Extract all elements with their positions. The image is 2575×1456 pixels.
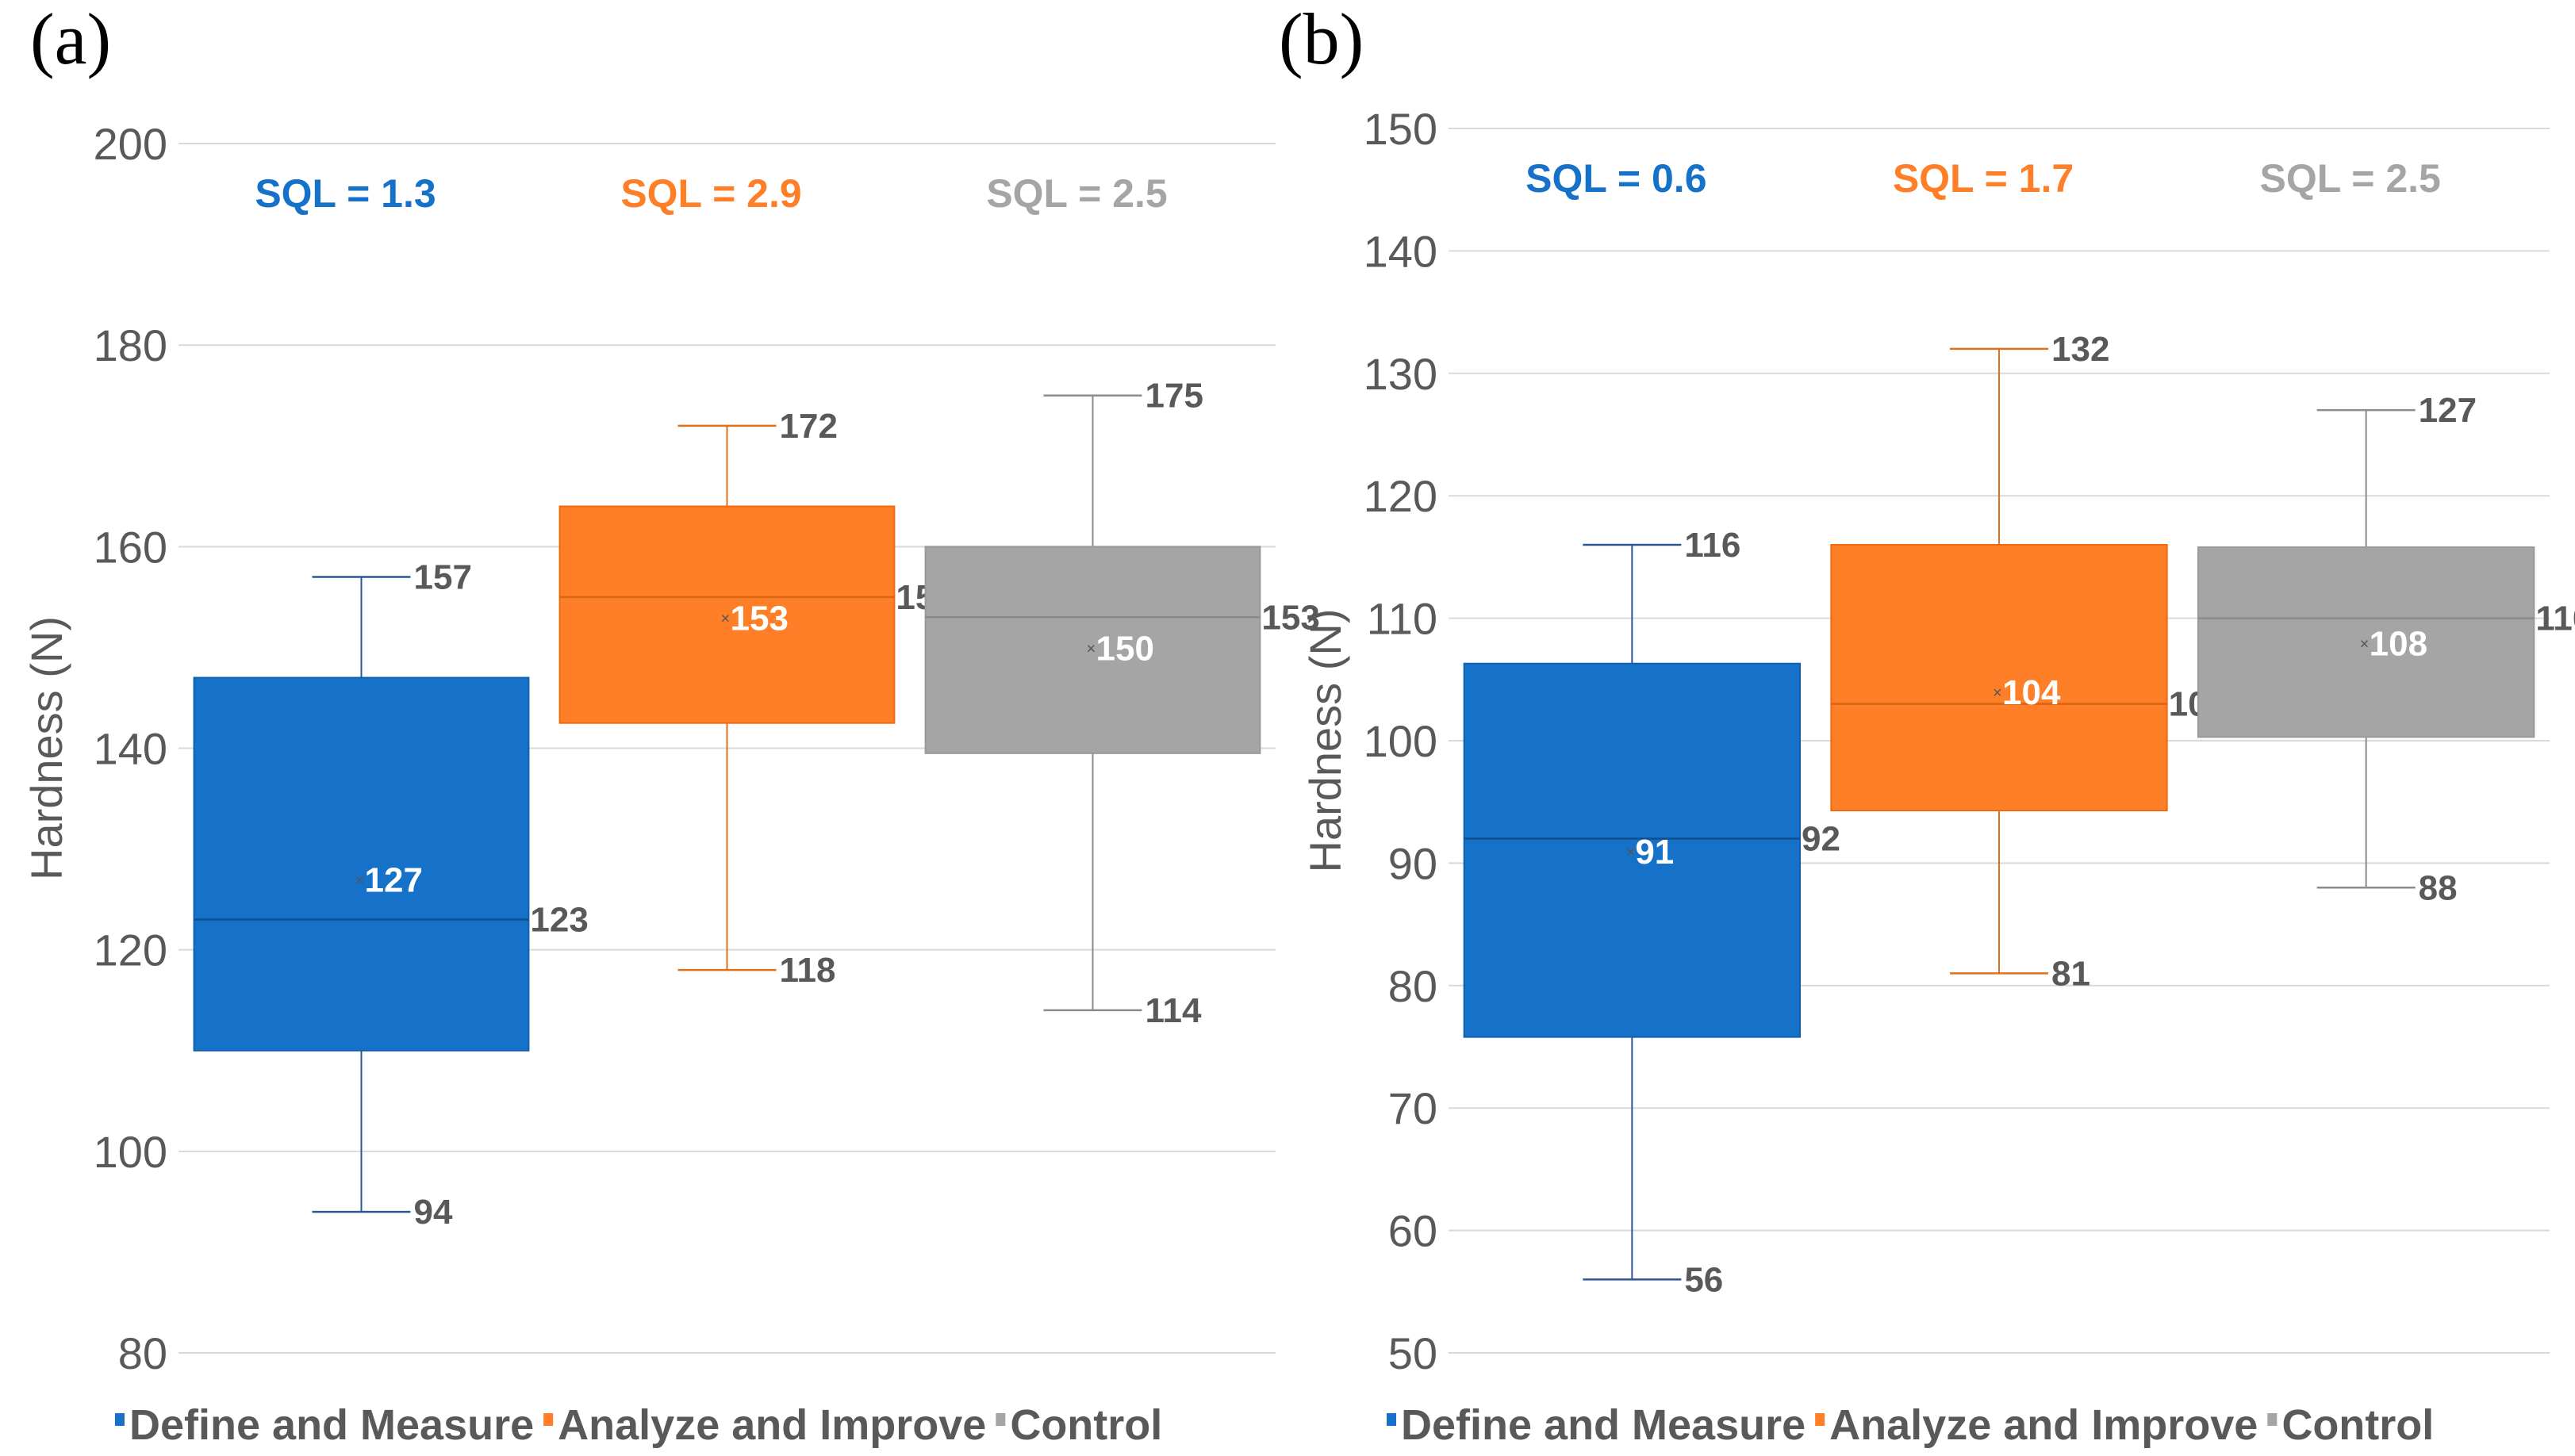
y-tick-label: 120 bbox=[1364, 471, 1437, 521]
mean-marker: × bbox=[721, 610, 731, 627]
legend-item: Analyze and Improve bbox=[1815, 1401, 2258, 1449]
y-tick-label: 100 bbox=[94, 1127, 167, 1177]
mean-marker: × bbox=[1993, 684, 2002, 702]
y-tick-label: 60 bbox=[1388, 1206, 1437, 1256]
mean-marker: × bbox=[1625, 844, 1635, 861]
mean-label: 104 bbox=[2002, 673, 2061, 712]
y-tick-label: 80 bbox=[118, 1328, 167, 1378]
chart-panel-b: (b) 50 60 70 80 90 100 110 120 130 140 150 Hardness … bbox=[1279, 0, 2575, 1449]
min-label: 114 bbox=[1146, 991, 1203, 1030]
legend-swatch bbox=[543, 1413, 554, 1426]
sql-label: SQL = 1.7 bbox=[1893, 156, 2074, 201]
median-label: 110 bbox=[2535, 600, 2575, 638]
iqr-box bbox=[924, 546, 1261, 754]
min-label: 88 bbox=[2419, 868, 2458, 907]
legend-swatch bbox=[1387, 1413, 1396, 1426]
iqr-box bbox=[558, 505, 896, 724]
iqr-box bbox=[1830, 543, 2168, 812]
legend-label: Control bbox=[2281, 1401, 2434, 1449]
sql-label: SQL = 2.9 bbox=[620, 171, 801, 216]
y-tick-label: 140 bbox=[1364, 226, 1437, 276]
mean-marker: × bbox=[1087, 640, 1096, 657]
y-tick-label: 200 bbox=[94, 119, 167, 169]
legend-label: Analyze and Improve bbox=[558, 1401, 986, 1449]
box-define-and-measure: SQL = 0.6 116 56 92 × 91 bbox=[1463, 156, 1840, 1299]
iqr-box bbox=[1463, 662, 1802, 1038]
median-label: 123 bbox=[530, 901, 588, 940]
max-label: 157 bbox=[414, 557, 472, 596]
legend-item: Define and Measure bbox=[115, 1401, 534, 1449]
box-define-and-measure: SQL = 1.3 157 94 123 × 127 bbox=[193, 171, 589, 1232]
legend-swatch bbox=[996, 1413, 1006, 1426]
y-tick-label: 120 bbox=[94, 925, 167, 975]
max-label: 116 bbox=[1684, 526, 1740, 565]
sql-label: SQL = 1.3 bbox=[255, 171, 436, 216]
legend-item: Analyze and Improve bbox=[543, 1401, 986, 1449]
legend-swatch bbox=[115, 1413, 125, 1426]
panel-label: (a) bbox=[30, 0, 111, 79]
mean-marker: × bbox=[355, 872, 365, 890]
min-label: 56 bbox=[1684, 1260, 1723, 1299]
legend-swatch bbox=[2267, 1413, 2278, 1426]
max-label: 127 bbox=[2419, 391, 2477, 430]
mean-label: 150 bbox=[1096, 629, 1154, 668]
y-tick-label: 80 bbox=[1388, 961, 1437, 1011]
sql-label: SQL = 2.5 bbox=[2259, 156, 2440, 201]
y-tick-label: 140 bbox=[94, 724, 167, 774]
legend-label: Define and Measure bbox=[129, 1401, 534, 1449]
min-label: 118 bbox=[780, 951, 836, 990]
mean-marker: × bbox=[2360, 635, 2370, 653]
iqr-box bbox=[2197, 546, 2535, 738]
min-label: 81 bbox=[2051, 954, 2090, 993]
y-tick-label: 130 bbox=[1364, 349, 1437, 399]
mean-label: 153 bbox=[731, 599, 789, 638]
y-tick-label: 70 bbox=[1388, 1083, 1437, 1133]
y-tick-label: 180 bbox=[94, 320, 167, 370]
box-control: SQL = 2.5 127 88 110 ×108 bbox=[2197, 156, 2575, 907]
y-axis-label: Hardness (N) bbox=[1300, 609, 1350, 873]
box-control: SQL = 2.5 175 114 153 × 150 bbox=[924, 171, 1320, 1030]
max-label: 172 bbox=[780, 407, 838, 446]
y-axis-label: Hardness (N) bbox=[21, 616, 71, 880]
median-label: 153 bbox=[1261, 598, 1319, 637]
legend-item: Control bbox=[996, 1401, 1162, 1449]
mean-label: 108 bbox=[2370, 624, 2427, 663]
min-label: 94 bbox=[414, 1193, 453, 1232]
legend-item: Control bbox=[2267, 1401, 2434, 1449]
sql-label: SQL = 0.6 bbox=[1525, 156, 1706, 201]
y-tick-label: 110 bbox=[1367, 594, 1437, 644]
max-label: 175 bbox=[1146, 377, 1203, 416]
y-tick-label: 160 bbox=[94, 522, 167, 572]
chart-panel-a: (a) 80 100 120 140 160 180 200 Hardness (N) SQL =… bbox=[21, 0, 1320, 1449]
legend-label: Analyze and Improve bbox=[1829, 1401, 2258, 1449]
y-tick-label: 50 bbox=[1388, 1328, 1437, 1378]
median-label: 92 bbox=[1802, 820, 1840, 859]
y-tick-label: 150 bbox=[1364, 104, 1437, 154]
legend-label: Control bbox=[1010, 1401, 1162, 1449]
box-analyze-and-improve: SQL = 2.9172118155×153 bbox=[558, 171, 954, 990]
legend-swatch bbox=[1815, 1413, 1825, 1426]
y-tick-label: 100 bbox=[1364, 716, 1437, 766]
max-label: 132 bbox=[2051, 330, 2109, 369]
y-tick-label: 90 bbox=[1388, 838, 1437, 888]
iqr-box bbox=[193, 676, 530, 1052]
panel-label: (b) bbox=[1279, 0, 1364, 79]
mean-label: 91 bbox=[1635, 833, 1674, 872]
box-analyze-and-improve: SQL = 1.713281103×104 bbox=[1830, 156, 2227, 993]
legend-label: Define and Measure bbox=[1401, 1401, 1806, 1449]
sql-label: SQL = 2.5 bbox=[986, 171, 1167, 216]
legend-item: Define and Measure bbox=[1387, 1401, 1806, 1449]
mean-label: 127 bbox=[365, 861, 423, 900]
